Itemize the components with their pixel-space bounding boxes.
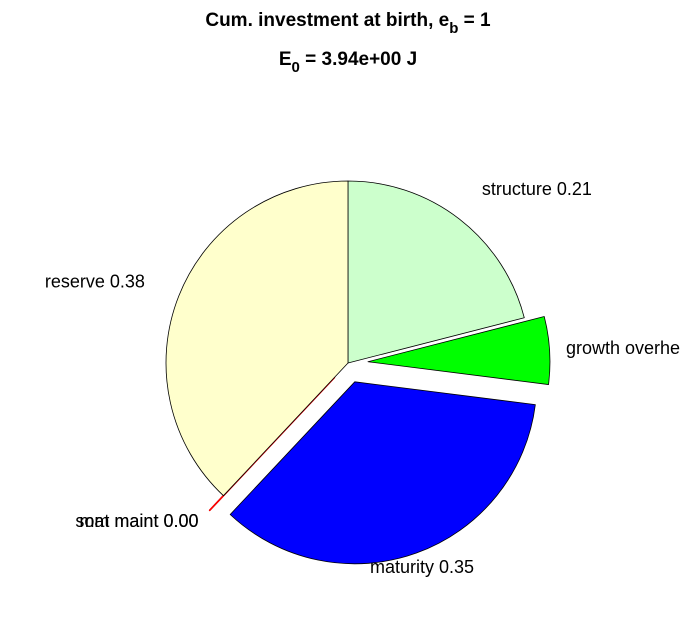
pie-slice [165,180,349,497]
slice-label: maturity 0.35 [370,557,474,577]
slice-label: structure 0.21 [482,179,592,199]
title-text: Cum. investment at birth, e [205,10,449,31]
pie-slice [347,180,525,364]
chart-subtitle: E0 = 3.94e+00 J [279,49,417,76]
pie-slice [367,316,551,385]
title-tail: = 1 [458,10,491,31]
slice-label: reserve 0.38 [45,271,145,291]
subtitle-text: E [279,49,292,70]
subtitle-sub: 0 [292,59,300,76]
slice-label: som maint 0.00 [75,511,198,531]
chart-title: Cum. investment at birth, eb = 1 [205,10,491,37]
pie-slice [229,381,536,565]
slice-label: mat maint 0.00 [79,511,198,531]
slice-label: growth overhe [566,338,680,358]
title-sub: b [449,20,458,37]
subtitle-tail: = 3.94e+00 J [300,49,417,70]
